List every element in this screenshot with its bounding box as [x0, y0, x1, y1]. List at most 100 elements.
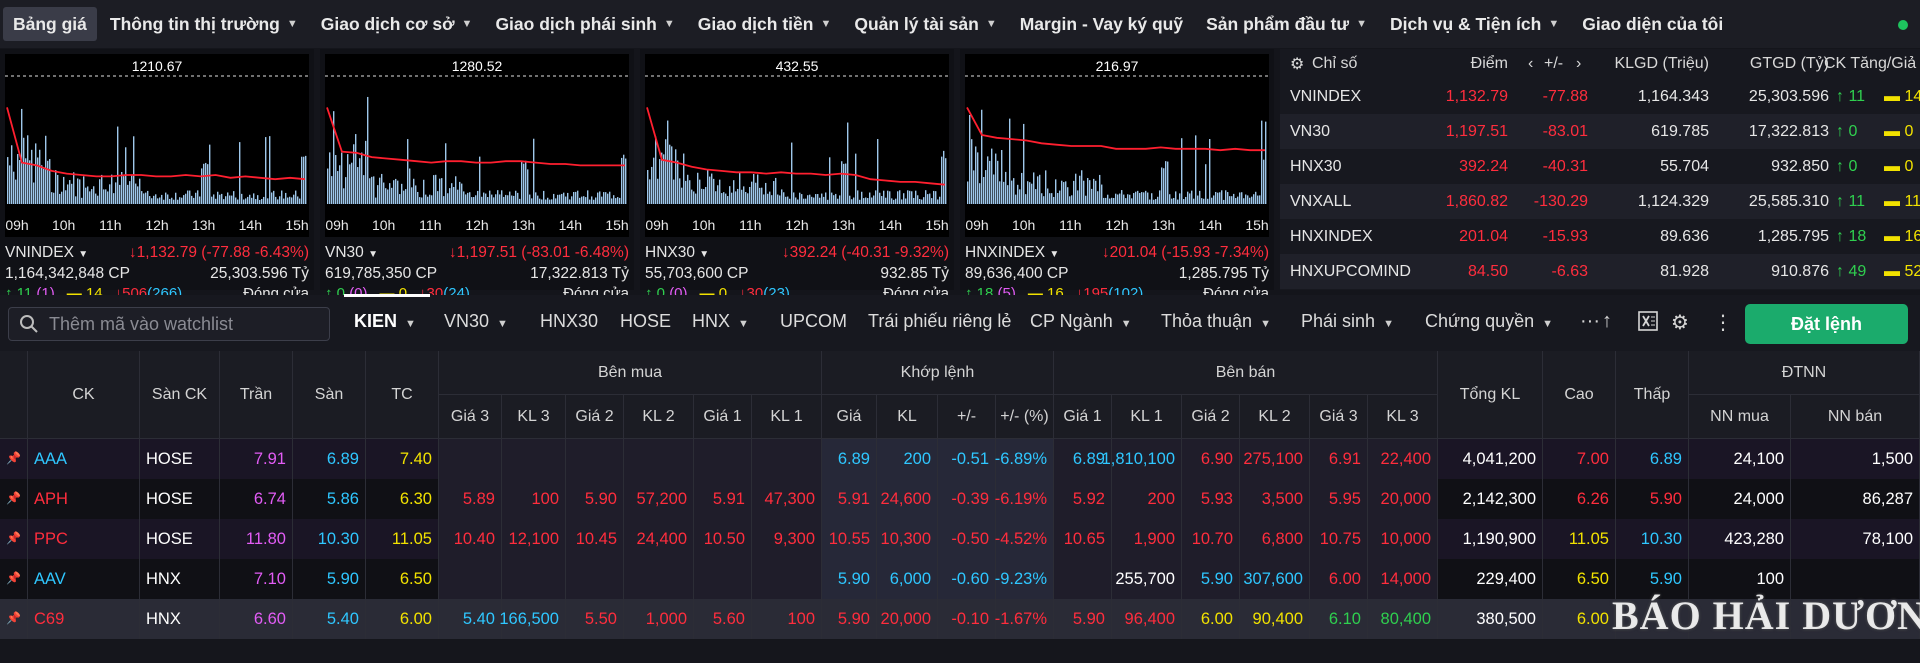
header-exchange[interactable]: Sàn CK	[140, 351, 220, 439]
table-row[interactable]: 📌 AAV HNX 7.10 5.90 6.50 5.90 6,000 -0.60 -9.23% 2…	[0, 559, 1920, 599]
nav-item-0[interactable]: Bảng giá	[3, 7, 97, 41]
volume-bar	[801, 194, 803, 204]
index-row[interactable]: VNXALL 1,860.82 -130.29 1,124.329 25,585.310…	[1280, 184, 1920, 219]
header-buy-col[interactable]: KL 1	[752, 395, 822, 439]
chevron-right-icon[interactable]: ›	[1576, 55, 1582, 72]
kebab-menu-icon[interactable]: ⋮	[1713, 312, 1733, 334]
header-match-col[interactable]: Giá	[822, 395, 877, 439]
nav-item-3[interactable]: Giao dịch phái sinh ▼	[485, 7, 684, 41]
volume-bar	[707, 169, 709, 204]
market-tab-0[interactable]: KIEN ▼	[354, 311, 416, 332]
header-sell-col[interactable]: KL 1	[1112, 395, 1182, 439]
place-order-button[interactable]: Đặt lệnh	[1745, 304, 1908, 344]
header-buy-col[interactable]: Giá 2	[566, 395, 624, 439]
header-buy-group[interactable]: Bên mua	[439, 351, 822, 395]
volume-bar	[267, 198, 269, 204]
header-floor[interactable]: Sàn	[293, 351, 366, 439]
nav-item-2[interactable]: Giao dịch cơ sở ▼	[311, 7, 483, 41]
table-row[interactable]: 📌 APH HOSE 6.74 5.86 6.30 5.89 100 5.90 57,200 5.9…	[0, 479, 1920, 519]
nav-item-9[interactable]: Giao diện của tôi	[1572, 7, 1733, 41]
volume-bar	[49, 159, 51, 204]
index-name[interactable]: HNX30 ▼	[645, 244, 710, 261]
settings-gear-icon[interactable]: ⚙	[1671, 312, 1689, 334]
ask-price-cell: 10.65	[1054, 519, 1112, 559]
volume-bar	[553, 193, 555, 204]
pin-icon[interactable]: 📌	[6, 491, 21, 505]
search-input[interactable]	[49, 313, 309, 335]
header-foreign-col[interactable]: NN bán	[1791, 395, 1920, 439]
nav-item-8[interactable]: Dịch vụ & Tiện ích ▼	[1380, 7, 1569, 41]
gear-icon[interactable]: ⚙	[1290, 56, 1305, 73]
pin-icon[interactable]: 📌	[6, 571, 21, 585]
chevron-left-icon[interactable]: ‹	[1528, 55, 1534, 72]
nav-item-5[interactable]: Quản lý tài sản ▼	[844, 7, 1006, 41]
header-sell-col[interactable]: Giá 2	[1182, 395, 1240, 439]
header-buy-col[interactable]: KL 2	[624, 395, 694, 439]
header-sell-col[interactable]: Giá 3	[1310, 395, 1368, 439]
header-buy-col[interactable]: KL 3	[502, 395, 566, 439]
header-match-col[interactable]: +/- (%)	[996, 395, 1054, 439]
table-row[interactable]: 📌 C69 HNX 6.60 5.40 6.00 5.40 166,500 5.50 1,000 5…	[0, 599, 1920, 639]
excel-export-icon[interactable]	[1637, 310, 1659, 338]
index-row[interactable]: HNXUPCOMINDE 84.50 -6.63 81.928 910.876 ↑ 49 ▬…	[1280, 254, 1920, 289]
header-foreign-col[interactable]: NN mua	[1689, 395, 1791, 439]
mini-chart-hnxindex[interactable]: 216.97 09h 10h 11h 12h 13h 14h 15h HNXINDEX ▼ ↓20…	[960, 49, 1274, 302]
nav-item-6[interactable]: Margin - Vay ký quỹ	[1010, 7, 1193, 41]
header-match-col[interactable]: +/-	[938, 395, 996, 439]
header-match-col[interactable]: KL	[877, 395, 938, 439]
volume-bar	[93, 186, 95, 204]
header-ref[interactable]: TC	[366, 351, 439, 439]
volume-bar	[39, 149, 41, 204]
table-row[interactable]: 📌 PPC HOSE 11.80 10.30 11.05 10.40 12,100 10.45 2…	[0, 519, 1920, 559]
header-total[interactable]: Tổng KL	[1438, 351, 1543, 439]
header-low[interactable]: Thấp	[1616, 351, 1689, 439]
header-match-group[interactable]: Khớp lệnh	[822, 351, 1054, 395]
scroll-top-icon[interactable]: ↑	[1602, 310, 1612, 332]
volume-bar	[273, 190, 275, 204]
volume-bar	[575, 191, 577, 204]
index-row[interactable]: HNXINDEX 201.04 -15.93 89.636 1,285.795 ↑ 18 ▬…	[1280, 219, 1920, 254]
header-ceil[interactable]: Trần	[220, 351, 293, 439]
header-sell-group[interactable]: Bên bán	[1054, 351, 1438, 395]
mini-chart-vnindex[interactable]: 1210.67 09h 10h 11h 12h 13h 14h 15h VNINDEX ▼ ↓1,…	[0, 49, 314, 302]
market-tab-7[interactable]: CP Ngành ▼	[1030, 311, 1132, 332]
index-name[interactable]: VNINDEX ▼	[5, 244, 89, 261]
watchlist-search[interactable]	[8, 307, 330, 341]
mini-chart-vn30[interactable]: 1280.52 09h 10h 11h 12h 13h 14h 15h VN30 ▼ ↓1,197…	[320, 49, 634, 302]
header-pin[interactable]	[0, 351, 28, 439]
market-tab-8[interactable]: Thỏa thuận ▼	[1161, 311, 1271, 332]
header-value: GTGD (Tỷ)	[1749, 55, 1829, 72]
header-buy-col[interactable]: Giá 1	[694, 395, 752, 439]
volume-bar	[467, 192, 469, 204]
header-sell-col[interactable]: KL 3	[1368, 395, 1438, 439]
pin-icon[interactable]: 📌	[6, 531, 21, 545]
header-sell-col[interactable]: Giá 1	[1054, 395, 1112, 439]
market-tab-10[interactable]: Chứng quyền ▼	[1425, 311, 1553, 332]
market-tab-5[interactable]: UPCOM	[780, 311, 847, 332]
index-name[interactable]: VN30 ▼	[325, 244, 378, 261]
market-tab-3[interactable]: HOSE	[620, 311, 671, 332]
market-tab-4[interactable]: HNX ▼	[692, 311, 749, 332]
header-buy-col[interactable]: Giá 3	[439, 395, 502, 439]
pin-icon[interactable]: 📌	[6, 611, 21, 625]
pin-icon[interactable]: 📌	[6, 451, 21, 465]
nav-item-4[interactable]: Giao dịch tiền ▼	[688, 7, 842, 41]
header-high[interactable]: Cao	[1543, 351, 1616, 439]
market-tab-1[interactable]: VN30 ▼	[444, 311, 508, 332]
header-sell-col[interactable]: KL 2	[1240, 395, 1310, 439]
nav-item-1[interactable]: Thông tin thị trường ▼	[100, 7, 308, 41]
more-tabs-button[interactable]: ···	[1580, 310, 1600, 332]
volume-bar	[361, 152, 363, 204]
market-tab-2[interactable]: HNX30	[540, 311, 598, 332]
market-tab-6[interactable]: Trái phiếu riêng lẻ	[868, 311, 1011, 332]
index-name[interactable]: HNXINDEX ▼	[965, 244, 1060, 261]
header-ck[interactable]: CK	[28, 351, 140, 439]
mini-chart-hnx30[interactable]: 432.55 09h 10h 11h 12h 13h 14h 15h HNX30 ▼ ↓392.2…	[640, 49, 954, 302]
table-row[interactable]: 📌 AAA HOSE 7.91 6.89 7.40 6.89 200 -0.51 -6.89% 6.…	[0, 439, 1920, 479]
index-row[interactable]: VN30 1,197.51 -83.01 619.785 17,322.813 ↑ 0 ▬ …	[1280, 114, 1920, 149]
market-tab-9[interactable]: Phái sinh ▼	[1301, 311, 1394, 332]
header-foreign-group[interactable]: ĐTNN	[1689, 351, 1920, 395]
index-row[interactable]: VNINDEX 1,132.79 -77.88 1,164.343 25,303.596…	[1280, 79, 1920, 114]
nav-item-7[interactable]: Sản phẩm đầu tư ▼	[1196, 7, 1377, 41]
